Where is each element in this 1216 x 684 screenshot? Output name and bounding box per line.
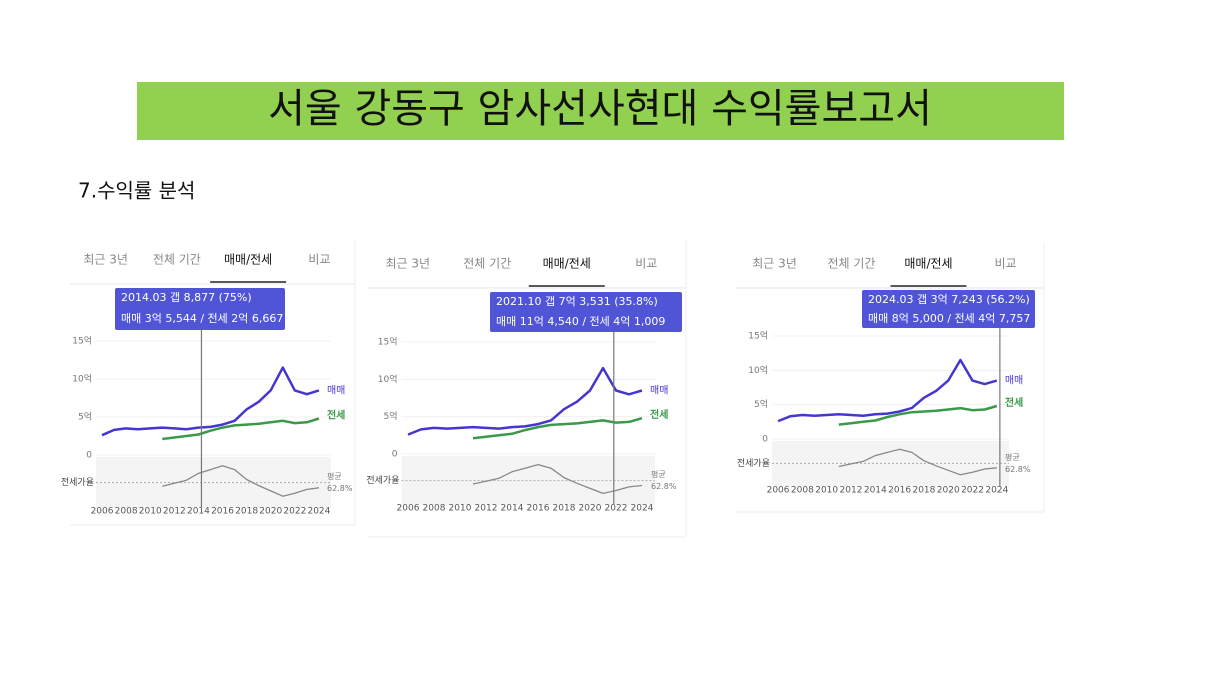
x-tick-label: 2006 bbox=[91, 507, 114, 517]
tooltip-text: 2021.10 갭 7억 3,531 (35.8%) bbox=[496, 295, 658, 308]
title-bar bbox=[137, 82, 1064, 140]
x-tick-label: 2012 bbox=[475, 504, 498, 514]
avg-label: 평균 bbox=[327, 471, 342, 481]
sale-label: 매매 bbox=[650, 385, 668, 397]
y-tick-label: 0 bbox=[762, 435, 768, 445]
y-tick-label: 5억 bbox=[754, 398, 768, 410]
y-tick-label: 10억 bbox=[378, 373, 398, 385]
x-tick-label: 2006 bbox=[767, 486, 790, 496]
tooltip bbox=[862, 290, 1035, 328]
x-tick-label: 2014 bbox=[501, 504, 524, 514]
x-tick-label: 2020 bbox=[579, 504, 602, 514]
y-tick-label: 5억 bbox=[78, 411, 92, 423]
x-tick-label: 2018 bbox=[553, 504, 576, 514]
sale-label: 매매 bbox=[327, 384, 345, 396]
tab: 매매/전세 bbox=[543, 257, 591, 271]
tab: 전체 기간 bbox=[828, 257, 876, 271]
jeonse-label: 전세 bbox=[327, 409, 345, 422]
x-tick-label: 2010 bbox=[815, 486, 838, 496]
x-tick-label: 2010 bbox=[139, 507, 162, 517]
x-tick-label: 2012 bbox=[163, 507, 186, 517]
tooltip-text: 2014.03 갭 8,877 (75%) bbox=[121, 291, 252, 304]
avg-label: 평균 bbox=[651, 469, 666, 479]
jeonse-line bbox=[162, 417, 320, 441]
x-tick-label: 2018 bbox=[235, 507, 258, 517]
x-tick-label: 2024 bbox=[307, 507, 330, 517]
x-tick-label: 2006 bbox=[397, 504, 420, 514]
tooltip-text: 2024.03 갭 3억 7,243 (56.2%) bbox=[868, 293, 1030, 306]
sale-line bbox=[407, 366, 643, 436]
x-tick-label: 2024 bbox=[985, 486, 1008, 496]
x-tick-label: 2022 bbox=[961, 486, 984, 496]
sale-label: 매매 bbox=[1005, 375, 1023, 387]
avg-label: 평균 bbox=[1005, 452, 1020, 462]
x-tick-label: 2018 bbox=[912, 486, 935, 496]
x-tick-label: 2020 bbox=[937, 486, 960, 496]
y-tick-label: 0 bbox=[392, 450, 398, 460]
x-tick-label: 2014 bbox=[187, 507, 210, 517]
y-tick-label: 0 bbox=[86, 451, 92, 461]
x-tick-label: 2022 bbox=[605, 504, 628, 514]
jeonse-line bbox=[838, 404, 998, 426]
x-tick-label: 2014 bbox=[864, 486, 887, 496]
title: 서울 강동구 암사선사현대 수익률보고서 bbox=[268, 86, 932, 132]
tab: 비교 bbox=[308, 253, 330, 267]
x-tick-label: 2024 bbox=[631, 504, 654, 514]
y-tick-label: 15억 bbox=[748, 330, 768, 342]
x-tick-label: 2016 bbox=[888, 486, 911, 496]
jeonse-label: 전세 bbox=[1005, 396, 1023, 409]
x-tick-label: 2008 bbox=[115, 507, 138, 517]
y-tick-label: 5억 bbox=[383, 410, 397, 422]
tooltip bbox=[115, 288, 285, 330]
jeonse-label: 전세 bbox=[650, 408, 668, 421]
ratio-line bbox=[162, 465, 319, 497]
x-tick-label: 2016 bbox=[527, 504, 550, 514]
x-tick-label: 2012 bbox=[840, 486, 863, 496]
y-tick-label: 15억 bbox=[378, 336, 398, 348]
ratio-line bbox=[838, 448, 997, 476]
avg-value: 62.8% bbox=[327, 484, 353, 493]
sale-line bbox=[777, 358, 998, 423]
avg-value: 62.8% bbox=[651, 482, 677, 491]
x-tick-label: 2020 bbox=[259, 507, 282, 517]
tab: 매매/전세 bbox=[224, 253, 272, 267]
x-tick-label: 2008 bbox=[791, 486, 814, 496]
y-tick-label: 15억 bbox=[72, 335, 92, 347]
x-tick-label: 2022 bbox=[283, 507, 306, 517]
tab: 매매/전세 bbox=[904, 257, 952, 271]
ratio-label: 전세가율 bbox=[737, 458, 770, 469]
ratio-label: 전세가율 bbox=[366, 475, 399, 486]
tooltip-text: 매매 8억 5,000 / 전세 4억 7,757 bbox=[868, 312, 1030, 325]
tab: 최근 3년 bbox=[385, 257, 430, 271]
x-tick-label: 2010 bbox=[449, 504, 472, 514]
tab: 전체 기간 bbox=[153, 253, 201, 267]
sale-line bbox=[101, 366, 320, 437]
x-tick-label: 2008 bbox=[423, 504, 446, 514]
ratio-label: 전세가율 bbox=[61, 477, 94, 488]
section-heading: 7.수익률 분석 bbox=[78, 179, 195, 203]
tab: 최근 3년 bbox=[752, 257, 797, 271]
tooltip-text: 매매 11억 4,540 / 전세 4억 1,009 bbox=[496, 315, 665, 328]
y-tick-label: 10억 bbox=[748, 364, 768, 376]
tab: 전체 기간 bbox=[463, 257, 511, 271]
tooltip-text: 매매 3억 5,544 / 전세 2억 6,667 bbox=[121, 312, 283, 325]
ratio-zone bbox=[401, 456, 655, 505]
tooltip bbox=[490, 292, 682, 332]
tab: 비교 bbox=[994, 257, 1016, 271]
avg-value: 62.8% bbox=[1005, 465, 1031, 474]
x-tick-label: 2016 bbox=[211, 507, 234, 517]
y-tick-label: 10억 bbox=[72, 373, 92, 385]
tab: 최근 3년 bbox=[83, 253, 128, 267]
tab: 비교 bbox=[635, 257, 657, 271]
